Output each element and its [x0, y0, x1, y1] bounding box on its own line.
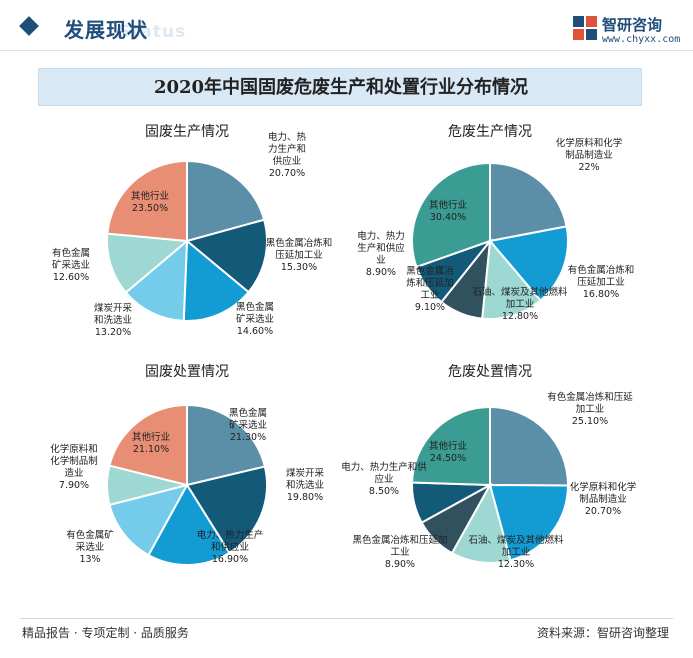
pie-slice-label: 电力、热力生产和供应业 20.70% — [268, 131, 307, 179]
pie-slice[interactable] — [106, 159, 188, 243]
logo-url[interactable]: www.chyxx.com — [602, 34, 681, 45]
header: Status 发展现状 智研咨询 www.chyxx.com — [0, 0, 693, 60]
pie-slice[interactable] — [488, 483, 570, 562]
pie-slice-label: 黑色金属冶炼和压延加工业 9.10% — [406, 265, 454, 313]
pie-slice[interactable] — [186, 159, 266, 243]
pie-slice-label: 其他行业 23.50% — [131, 190, 169, 214]
pie-slice[interactable] — [184, 218, 269, 294]
pie-slice-label: 石油、煤炭及其他燃料加工业 12.30% — [468, 534, 564, 570]
pie-slice-label: 电力、热力生产和供应业 8.90% — [357, 230, 405, 278]
pie-slice-label: 煤炭开采和洗选业 13.20% — [94, 302, 133, 338]
pie-slice-label: 石油、煤炭及其他燃料加工业 12.80% — [472, 286, 568, 322]
footer-source: 资料来源：智研咨询整理 — [536, 626, 669, 640]
pie-slice-label: 有色金属冶炼和压延加工业 25.10% — [547, 391, 633, 427]
header-ghost-text: Status — [118, 22, 187, 42]
pie-slice-label: 有色金属冶炼和压延加工业 16.80% — [568, 264, 635, 300]
pie-slice-label: 电力、热力生产和供应业 8.50% — [341, 461, 427, 497]
pie-title: 危废处置情况 — [448, 364, 532, 380]
pie-slice[interactable] — [481, 238, 542, 320]
pie-slice-label: 电力、热力生产和供应业 16.90% — [197, 529, 264, 565]
footer-slogan: 精品报告 · 专项定制 · 品质服务 — [22, 626, 189, 640]
logo-name: 智研咨询 — [602, 16, 663, 34]
pie-title: 危废生产情况 — [448, 124, 532, 140]
pie-slice-label: 其他行业 21.10% — [132, 431, 170, 455]
pie-slice[interactable] — [108, 403, 188, 487]
pie-slice-label: 黑色金属冶炼和压延加工业 8.90% — [352, 534, 447, 570]
pie-slice[interactable] — [450, 482, 512, 564]
pie-slice-label: 黑色金属冶炼和压延加工业 15.30% — [266, 237, 333, 273]
pie-slice-label: 有色金属矿采选业 13% — [66, 529, 114, 565]
pie-title: 固废处置情况 — [145, 364, 229, 380]
pie-slice-label: 煤炭开采和洗选业 19.80% — [286, 467, 325, 503]
pie-slice[interactable] — [185, 465, 268, 555]
pie-slice[interactable] — [186, 403, 267, 487]
pie-slice-label: 化学原料和化学制品制造业 7.90% — [50, 443, 98, 491]
pie-slice[interactable] — [182, 238, 250, 322]
header-divider — [0, 50, 693, 51]
pie-slice-label: 化学原料和化学制品制造业 22% — [556, 137, 623, 173]
pie-slice-label: 有色金属矿采选业 12.60% — [52, 247, 90, 283]
pie-slice[interactable] — [489, 161, 568, 243]
logo-icon — [573, 16, 597, 40]
main-title: 2020年中国固废危废生产和处置行业分布情况 — [153, 77, 529, 98]
pie-title: 固废生产情况 — [145, 124, 229, 140]
pie-slice[interactable] — [124, 238, 189, 322]
pie-slice[interactable] — [411, 161, 491, 269]
pie-slice[interactable] — [105, 232, 190, 294]
title-bar: 2020年中国固废危废生产和处置行业分布情况 — [38, 68, 642, 106]
pie-slice[interactable] — [108, 483, 189, 557]
pie-slice[interactable] — [147, 483, 231, 566]
pie-slice-label: 其他行业 30.40% — [429, 199, 467, 223]
section-title: 发展现状 — [64, 18, 148, 42]
pie-slice[interactable] — [411, 405, 491, 487]
pie-chart-1: 固废生产情况 电力、热力生产和供应业 20.70% 黑色金属冶炼和压延加工业 15.30… — [52, 124, 332, 338]
pie-slice-label: 化学原料和化学制品制造业 20.70% — [570, 481, 637, 517]
pie-slice-label: 其他行业 24.50% — [429, 440, 467, 464]
pie-slice-label: 黑色金属矿采选业 21.30% — [229, 407, 267, 443]
pie-slice-label: 黑色金属矿采选业 14.60% — [236, 301, 274, 337]
footer-divider — [20, 618, 673, 619]
pie-slice[interactable] — [489, 405, 570, 487]
pie-slice[interactable] — [488, 225, 569, 302]
